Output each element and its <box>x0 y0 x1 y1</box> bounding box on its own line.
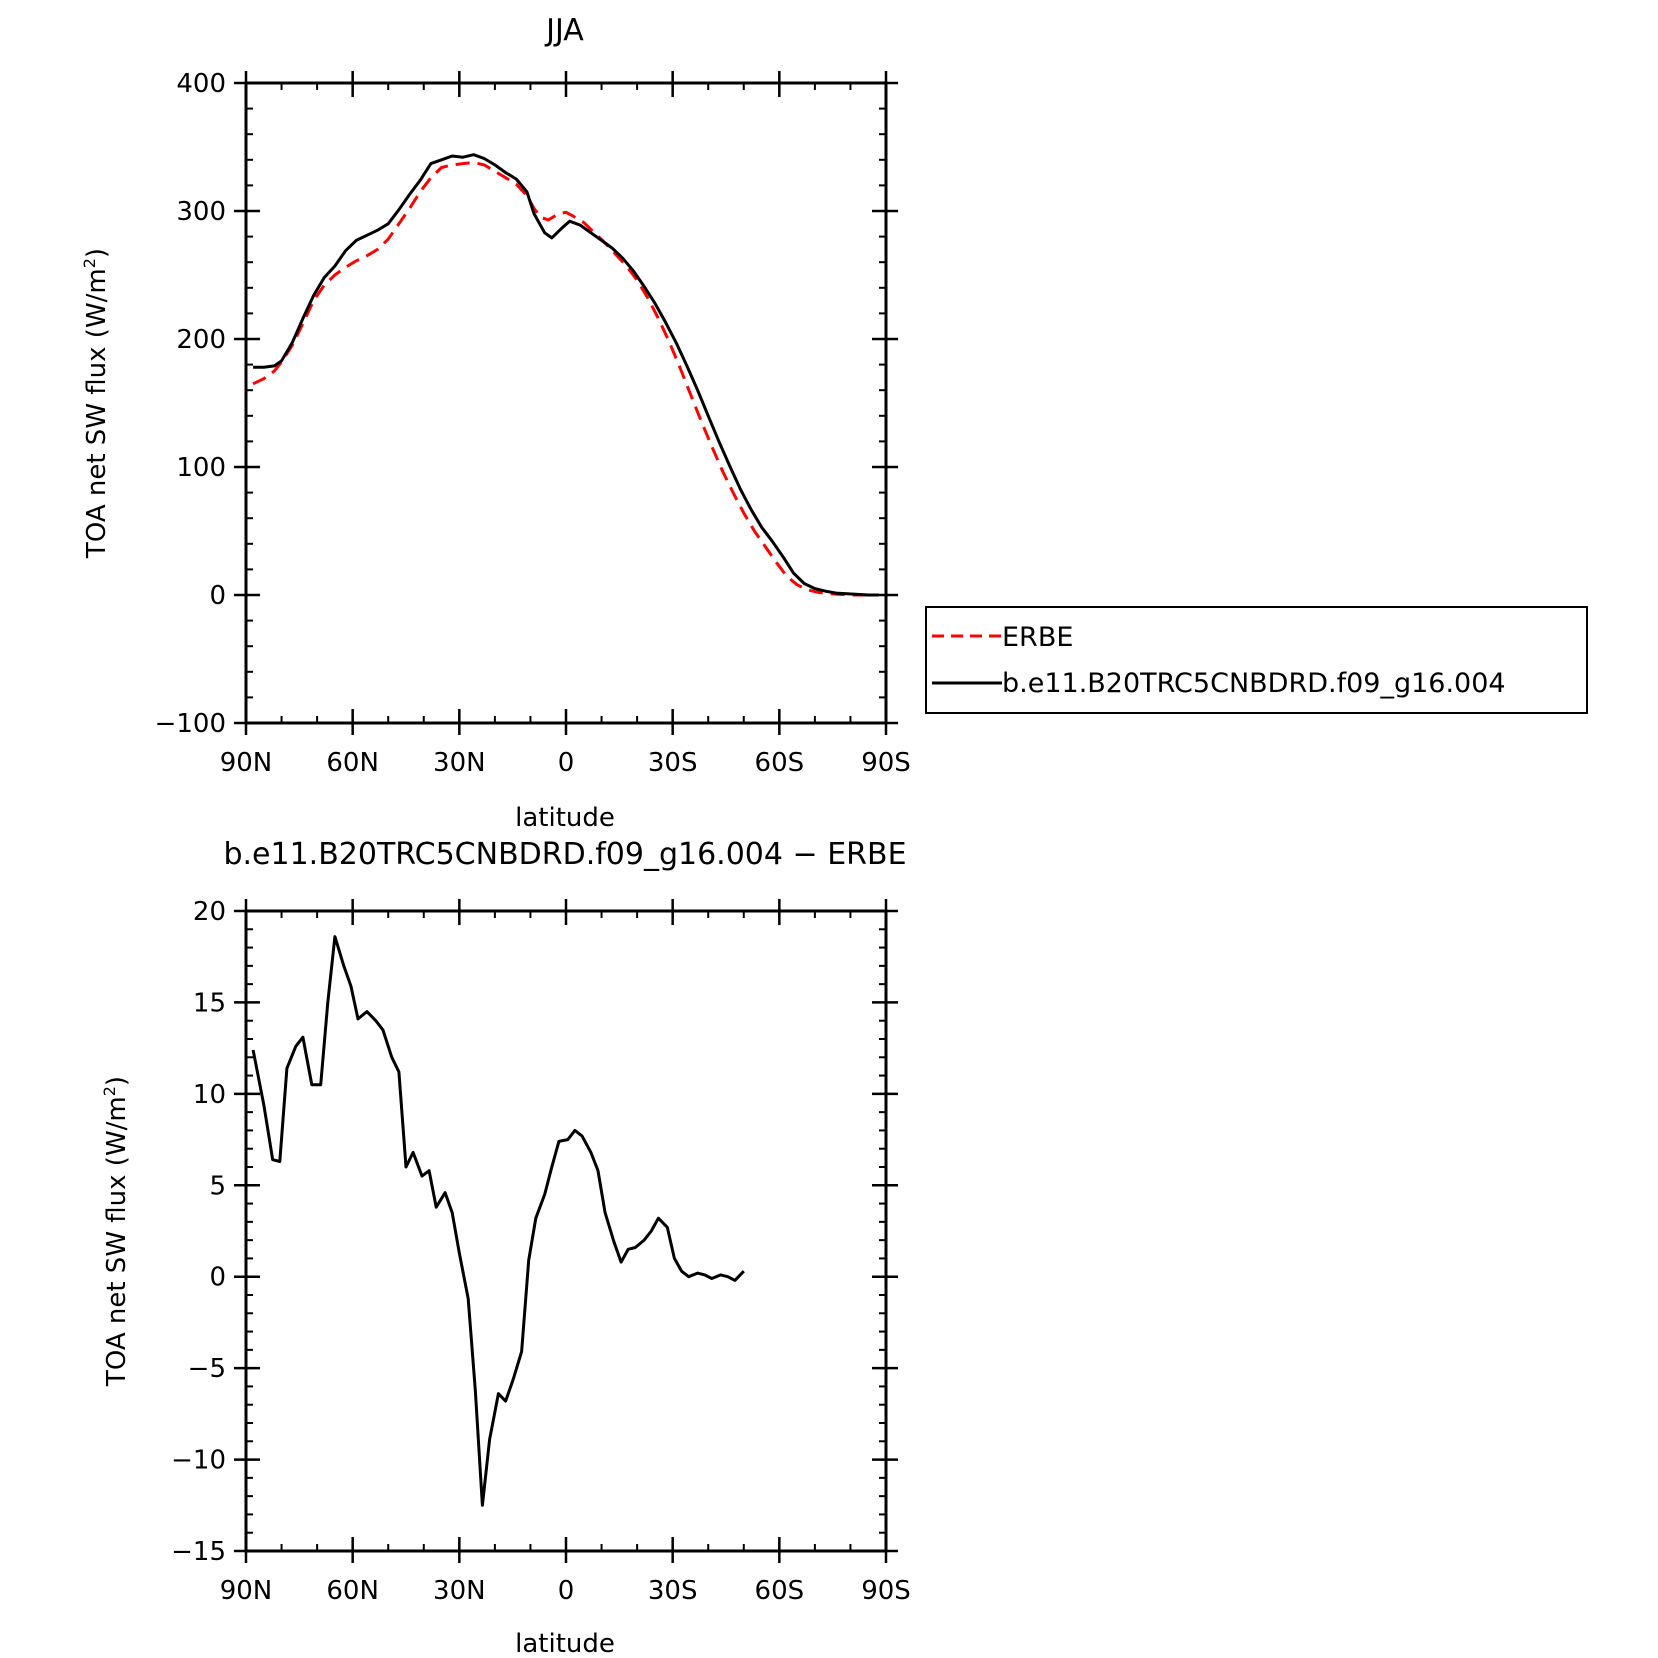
bottom-x-tick-label: 0 <box>558 1576 575 1606</box>
legend-label-erbe: ERBE <box>1002 622 1073 653</box>
bottom-series-line-difference <box>251 935 745 1507</box>
top-x-tick-label: 0 <box>558 748 575 778</box>
bottom-x-tick-label: 60S <box>755 1576 805 1606</box>
top-x-tick-label: 60S <box>755 748 805 778</box>
top-x-tick-label: 90S <box>861 748 911 778</box>
top-y-tick-label: 300 <box>176 197 226 227</box>
top-panel: JJA 400 300 200 100 0 −100 90N 60N 30N 0 30S 60S 90S… <box>80 13 911 833</box>
bottom-y-label-tail: ) <box>102 1076 132 1086</box>
bottom-y-label-superscript: 2 <box>100 1086 119 1096</box>
bottom-x-tick-label: 90N <box>220 1576 273 1606</box>
bottom-y-tick-label: 5 <box>209 1171 226 1201</box>
top-tick-labels: 400 300 200 100 0 −100 90N 60N 30N 0 30S 60S 90S <box>155 69 911 778</box>
top-y-tick-label: 200 <box>176 325 226 355</box>
legend-label-model: b.e11.B20TRC5CNBDRD.f09_g16.004 <box>1002 668 1506 699</box>
top-series-line-model <box>253 153 879 597</box>
top-y-label-tail: ) <box>82 248 112 258</box>
top-x-tick-label: 30S <box>648 748 698 778</box>
top-y-tick-label: 400 <box>176 69 226 99</box>
bottom-x-tick-label: 90S <box>861 1576 911 1606</box>
top-x-axis-label: latitude <box>515 803 615 833</box>
bottom-y-tick-label: 10 <box>193 1080 226 1110</box>
bottom-y-tick-label: 20 <box>193 897 226 927</box>
top-y-tick-label: 0 <box>209 581 226 611</box>
top-chart-title: JJA <box>544 13 584 48</box>
bottom-y-axis-label: TOA net SW flux (W/m2) <box>100 1076 132 1387</box>
top-y-axis-label: TOA net SW flux (W/m2) <box>80 248 112 559</box>
top-plot-frame <box>244 81 888 725</box>
bottom-x-tick-label: 60N <box>326 1576 379 1606</box>
legend-box <box>925 606 1588 714</box>
top-x-tick-label: 30N <box>433 748 486 778</box>
bottom-panel: b.e11.B20TRC5CNBDRD.f09_g16.004 − ERBE 2… <box>100 837 911 1658</box>
bottom-x-tick-label: 30S <box>648 1576 698 1606</box>
bottom-y-tick-label: −10 <box>171 1446 226 1476</box>
top-series-line-erbe <box>252 160 879 597</box>
bottom-series-lines <box>251 935 745 1507</box>
top-y-label-superscript: 2 <box>80 258 99 268</box>
bottom-tick-labels: 20 15 10 5 0 −5 −10 −15 90N 60N 30N 0 30S 60S 90S <box>171 897 911 1606</box>
bottom-y-tick-label: −15 <box>171 1537 226 1567</box>
bottom-y-tick-label: 15 <box>193 988 226 1018</box>
top-y-tick-label: 100 <box>176 453 226 483</box>
top-axis-ticks <box>234 71 898 735</box>
bottom-y-tick-label: −5 <box>188 1354 226 1384</box>
bottom-axis-ticks <box>234 899 898 1563</box>
legend: ERBE b.e11.B20TRC5CNBDRD.f09_g16.004 <box>925 606 1588 714</box>
top-x-tick-label: 60N <box>326 748 379 778</box>
bottom-x-tick-label: 30N <box>433 1576 486 1606</box>
bottom-plot-frame <box>244 909 888 1553</box>
bottom-x-axis-label: latitude <box>515 1629 615 1658</box>
top-x-tick-label: 90N <box>220 748 273 778</box>
top-series-lines <box>252 153 879 597</box>
bottom-y-tick-label: 0 <box>209 1263 226 1293</box>
top-y-label-main: TOA net SW flux (W/m <box>82 268 112 559</box>
bottom-chart-title: b.e11.B20TRC5CNBDRD.f09_g16.004 − ERBE <box>223 837 906 872</box>
bottom-y-label-main: TOA net SW flux (W/m <box>102 1096 132 1387</box>
top-y-tick-label: −100 <box>155 709 226 739</box>
